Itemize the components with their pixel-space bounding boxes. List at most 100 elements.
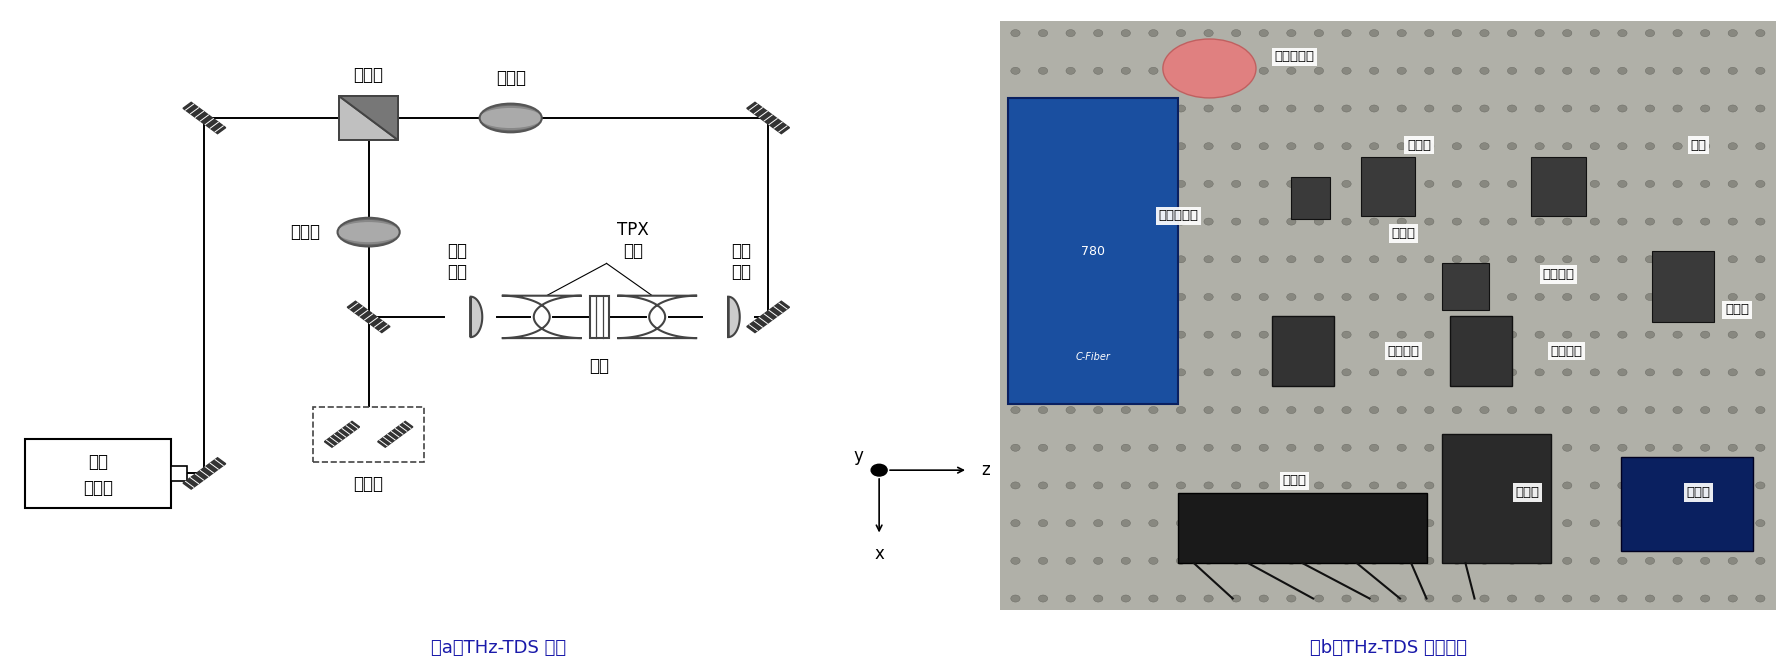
- Circle shape: [1342, 67, 1351, 74]
- Circle shape: [1314, 293, 1324, 301]
- Circle shape: [1480, 482, 1489, 489]
- Circle shape: [1398, 331, 1407, 338]
- Circle shape: [1536, 255, 1545, 263]
- Circle shape: [1480, 67, 1489, 74]
- Polygon shape: [339, 97, 398, 139]
- Circle shape: [1066, 67, 1075, 74]
- Circle shape: [1149, 482, 1158, 489]
- Text: 延迟线: 延迟线: [1283, 474, 1306, 487]
- Circle shape: [1011, 595, 1020, 602]
- Circle shape: [1618, 105, 1627, 112]
- Bar: [1007, 98, 1179, 404]
- Ellipse shape: [480, 103, 541, 132]
- Circle shape: [1536, 520, 1545, 527]
- Circle shape: [1066, 293, 1075, 301]
- Circle shape: [1122, 369, 1131, 376]
- Circle shape: [1480, 520, 1489, 527]
- Circle shape: [1701, 218, 1710, 225]
- Circle shape: [1590, 369, 1600, 376]
- Circle shape: [1398, 255, 1407, 263]
- Circle shape: [1425, 180, 1434, 187]
- Circle shape: [1398, 29, 1407, 37]
- Circle shape: [1452, 293, 1462, 301]
- Circle shape: [1674, 255, 1683, 263]
- Circle shape: [1756, 143, 1765, 149]
- Circle shape: [1176, 105, 1186, 112]
- Circle shape: [1038, 29, 1048, 37]
- Circle shape: [1452, 331, 1462, 338]
- Text: 分束镜: 分束镜: [1407, 139, 1432, 151]
- Text: （a）THz-TDS 光路: （a）THz-TDS 光路: [430, 639, 566, 657]
- Circle shape: [1287, 255, 1296, 263]
- Circle shape: [1231, 369, 1240, 376]
- Circle shape: [1727, 180, 1738, 187]
- Circle shape: [1122, 444, 1131, 452]
- Text: 电缆样品: 电缆样品: [1543, 268, 1575, 281]
- Circle shape: [1645, 180, 1654, 187]
- Circle shape: [1452, 595, 1462, 602]
- Circle shape: [1231, 293, 1240, 301]
- Polygon shape: [728, 297, 740, 337]
- Circle shape: [1231, 180, 1240, 187]
- Circle shape: [1287, 180, 1296, 187]
- Circle shape: [1618, 67, 1627, 74]
- Circle shape: [1122, 331, 1131, 338]
- Bar: [25, 439, 170, 508]
- Circle shape: [1369, 369, 1378, 376]
- Circle shape: [1176, 595, 1186, 602]
- Circle shape: [1756, 558, 1765, 564]
- Circle shape: [1149, 558, 1158, 564]
- Circle shape: [1590, 331, 1600, 338]
- Circle shape: [1342, 482, 1351, 489]
- Circle shape: [1536, 67, 1545, 74]
- Circle shape: [1314, 105, 1324, 112]
- Circle shape: [1231, 105, 1240, 112]
- Text: 发射
天线: 发射 天线: [448, 242, 468, 281]
- Circle shape: [1260, 369, 1269, 376]
- Circle shape: [1149, 406, 1158, 414]
- Circle shape: [1231, 255, 1240, 263]
- Bar: [1443, 434, 1550, 563]
- Circle shape: [1314, 218, 1324, 225]
- Ellipse shape: [480, 106, 541, 130]
- Ellipse shape: [339, 220, 400, 244]
- Circle shape: [1507, 29, 1516, 37]
- Circle shape: [1231, 595, 1240, 602]
- Circle shape: [1480, 558, 1489, 564]
- Circle shape: [1369, 255, 1378, 263]
- Circle shape: [1093, 218, 1102, 225]
- Circle shape: [1645, 482, 1654, 489]
- Circle shape: [1674, 105, 1683, 112]
- Circle shape: [1563, 595, 1572, 602]
- Ellipse shape: [339, 220, 398, 244]
- Circle shape: [1701, 143, 1710, 149]
- Circle shape: [1231, 143, 1240, 149]
- Circle shape: [1149, 180, 1158, 187]
- Circle shape: [1260, 29, 1269, 37]
- Circle shape: [1176, 180, 1186, 187]
- Circle shape: [1093, 558, 1102, 564]
- Circle shape: [1590, 293, 1600, 301]
- Circle shape: [1011, 482, 1020, 489]
- Circle shape: [1149, 67, 1158, 74]
- Circle shape: [1398, 444, 1407, 452]
- Ellipse shape: [337, 222, 400, 242]
- Circle shape: [1701, 331, 1710, 338]
- Circle shape: [1066, 180, 1075, 187]
- Circle shape: [1674, 558, 1683, 564]
- Bar: [1272, 316, 1333, 386]
- Circle shape: [1701, 558, 1710, 564]
- Circle shape: [1480, 218, 1489, 225]
- Text: 衰减片: 衰减片: [290, 223, 319, 241]
- Text: z: z: [982, 461, 989, 479]
- Circle shape: [1122, 67, 1131, 74]
- Circle shape: [1260, 558, 1269, 564]
- Circle shape: [1093, 482, 1102, 489]
- Text: C-Fiber: C-Fiber: [1075, 352, 1111, 362]
- Circle shape: [1425, 558, 1434, 564]
- Circle shape: [1507, 558, 1516, 564]
- Circle shape: [1590, 67, 1600, 74]
- Circle shape: [1342, 595, 1351, 602]
- Circle shape: [1507, 105, 1516, 112]
- Polygon shape: [747, 301, 790, 333]
